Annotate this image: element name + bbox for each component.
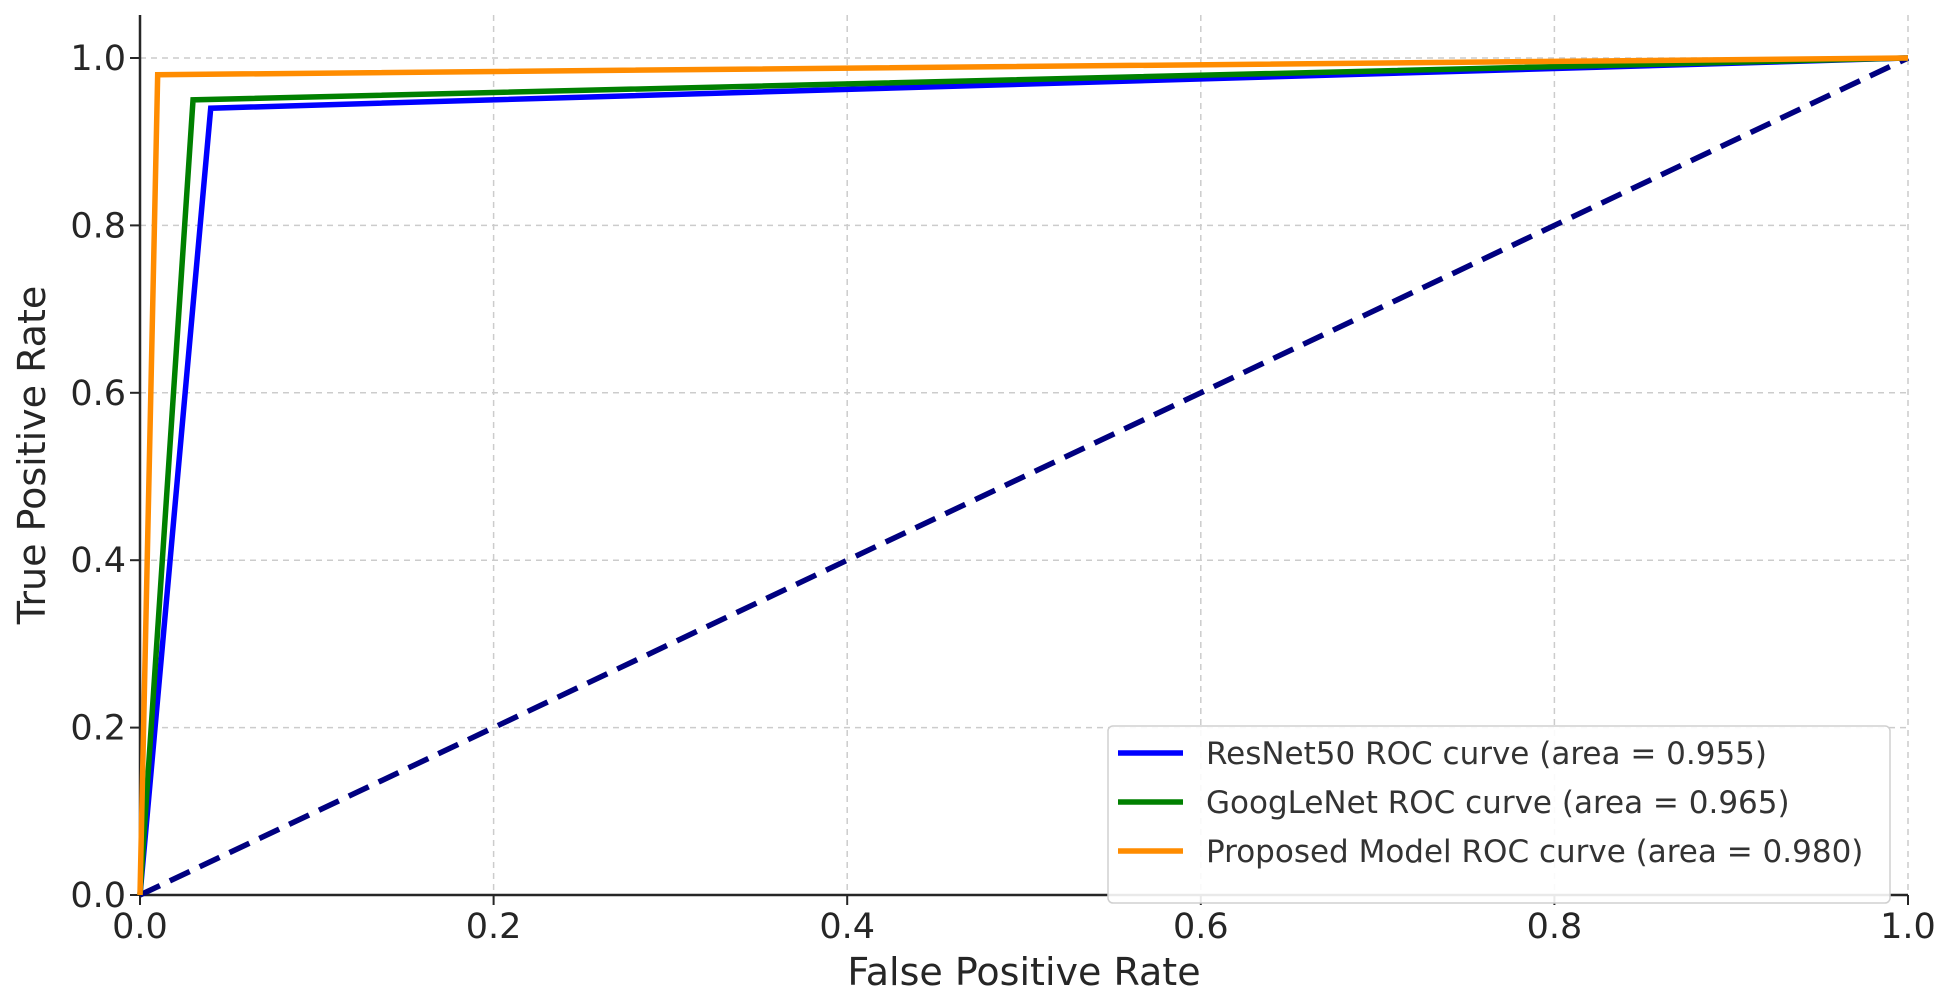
legend-label: ResNet50 ROC curve (area = 0.955)	[1206, 736, 1767, 772]
series	[137, 55, 1910, 898]
x-tick-label: 0.2	[466, 907, 522, 947]
y-ticks: 0.0 0.2 0.4 0.6 0.8 1.0	[70, 39, 140, 916]
series-line-proposed	[137, 55, 1909, 896]
x-axis-label: False Positive Rate	[847, 950, 1200, 994]
x-tick-label: 1.0	[1880, 907, 1936, 947]
legend: ResNet50 ROC curve (area = 0.955) GoogLeN…	[1107, 725, 1891, 904]
y-tick-label: 1.0	[70, 39, 126, 79]
y-tick-label: 0.2	[70, 709, 126, 749]
x-tick-label: 0.0	[112, 907, 168, 947]
y-tick-label: 0.0	[70, 876, 126, 916]
x-tick-label: 0.4	[819, 907, 875, 947]
series-line-googlenet	[137, 55, 1909, 896]
y-tick-label: 0.4	[70, 541, 126, 581]
grid	[140, 15, 1909, 895]
series-line-chance	[138, 55, 1910, 898]
y-axis-label: True Positive Rate	[10, 286, 54, 626]
y-tick-label: 0.8	[70, 206, 126, 246]
x-tick-label: 0.6	[1173, 907, 1229, 947]
x-tick-label: 0.8	[1527, 907, 1583, 947]
series-line-resnet50	[137, 55, 1909, 896]
legend-label: GoogLeNet ROC curve (area = 0.965)	[1206, 785, 1790, 821]
y-tick-label: 0.6	[70, 374, 126, 414]
legend-label: Proposed Model ROC curve (area = 0.980)	[1206, 834, 1863, 870]
x-ticks: 0.0 0.2 0.4 0.6 0.8 1.0	[112, 895, 1936, 947]
legend-box	[1107, 725, 1891, 904]
